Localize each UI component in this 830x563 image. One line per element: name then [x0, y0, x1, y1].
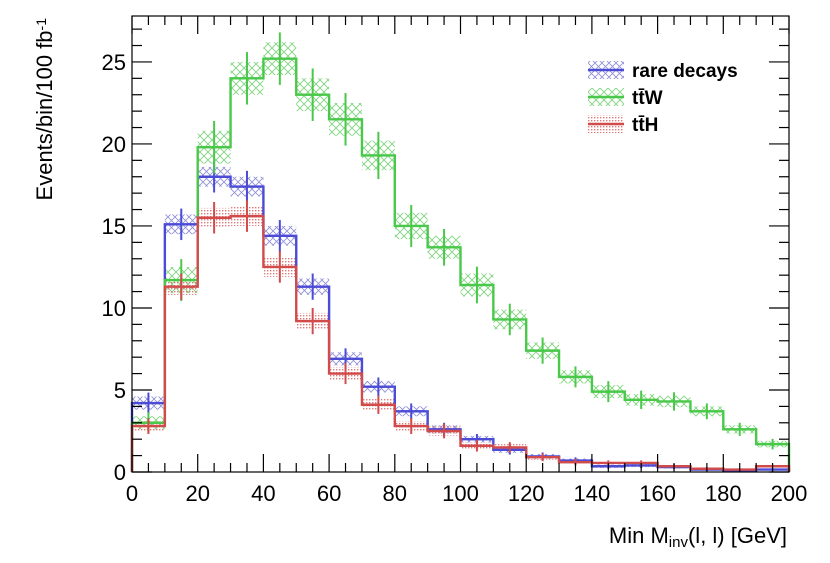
- point-ttH-bin-1: [170, 273, 192, 300]
- point-ttW-bin-6: [335, 93, 356, 146]
- point-ttW-bin-11: [499, 303, 521, 336]
- point-rare decays-bin-4: [269, 220, 291, 252]
- x-tick-label-200: 200: [771, 481, 808, 506]
- point-ttW-bin-2: [203, 120, 225, 174]
- x-tick-label-100: 100: [442, 481, 479, 506]
- axis-ticks: [131, 16, 790, 473]
- point-ttH-bin-12: [532, 453, 554, 462]
- legend-label-ttW: tt̄W: [632, 88, 663, 109]
- legend: rare decays tt̄W tt̄H: [588, 61, 738, 136]
- y-tick-label-0: 0: [114, 460, 126, 485]
- point-ttH-bin-10: [466, 439, 488, 452]
- x-axis-title: Min Minv(l, l) [GeV]: [609, 523, 787, 551]
- point-ttH-bin-0: [138, 418, 159, 434]
- legend-label-ttH: tt̄H: [632, 115, 658, 136]
- point-ttW-bin-16: [663, 392, 685, 411]
- point-ttW-bin-12: [532, 337, 554, 364]
- point-ttH-bin-5: [302, 307, 324, 335]
- point-ttW-bin-19: [762, 438, 783, 450]
- point-ttW-bin-3: [236, 52, 258, 105]
- x-tick-label-60: 60: [317, 481, 341, 506]
- x-axis-title-suffix: (l, l) [GeV]: [688, 523, 787, 548]
- y-axis-title: Events/bin/100 fb-1: [32, 18, 57, 201]
- y-tick-label-20: 20: [102, 132, 126, 157]
- point-ttW-bin-14: [597, 381, 619, 403]
- x-tick-label-120: 120: [508, 481, 545, 506]
- point-ttW-bin-4: [269, 32, 291, 85]
- x-tick-label-160: 160: [639, 481, 676, 506]
- point-ttH-bin-3: [236, 200, 258, 232]
- x-tick-label-180: 180: [705, 481, 742, 506]
- y-tick-label-25: 25: [102, 50, 126, 75]
- point-ttW-bin-13: [565, 366, 586, 388]
- point-rare decays-bin-3: [236, 170, 258, 203]
- y-tick-label-15: 15: [102, 214, 126, 239]
- y-tick-labels: 0 5 10 15 20 25: [102, 50, 126, 485]
- legend-entry-ttW: tt̄W: [588, 88, 663, 109]
- point-rare decays-bin-0: [138, 392, 159, 414]
- point-rare decays-bin-5: [302, 273, 324, 300]
- point-rare decays-bin-1: [170, 208, 192, 241]
- legend-entry-rare decays: rare decays: [588, 61, 738, 82]
- point-ttH-bin-9: [433, 423, 455, 439]
- y-tick-label-5: 5: [114, 378, 126, 403]
- point-ttW-bin-15: [630, 390, 652, 410]
- point-ttH-bin-2: [203, 202, 225, 234]
- point-ttW-bin-10: [466, 266, 488, 304]
- point-ttH-bin-7: [367, 395, 389, 414]
- x-tick-label-80: 80: [383, 481, 407, 506]
- y-tick-label-10: 10: [102, 296, 126, 321]
- legend-label-rare decays: rare decays: [632, 61, 738, 82]
- point-ttW-bin-8: [400, 204, 422, 247]
- legend-entry-ttH: tt̄H: [588, 115, 658, 136]
- point-ttH-bin-4: [269, 251, 291, 283]
- point-ttH-bin-6: [335, 363, 356, 385]
- point-ttH-bin-11: [499, 442, 521, 453]
- x-tick-label-20: 20: [185, 481, 209, 506]
- series-line-ttW: [130, 57, 791, 472]
- point-rare decays-bin-8: [400, 403, 422, 420]
- y-axis-title-superscript: -1: [33, 18, 49, 31]
- x-axis-title-prefix: Min M: [609, 523, 669, 548]
- x-tick-label-140: 140: [574, 481, 611, 506]
- point-ttW-bin-5: [302, 68, 324, 121]
- point-ttH-bin-8: [400, 418, 422, 434]
- x-tick-label-40: 40: [251, 481, 275, 506]
- point-ttW-bin-17: [696, 403, 718, 420]
- y-axis-title-main: Events/bin/100 fb: [32, 30, 57, 200]
- x-tick-labels: 0 20 40 60 80 100 120 140 160 180 200: [126, 481, 807, 506]
- point-rare decays-bin-7: [367, 377, 389, 396]
- x-tick-label-0: 0: [126, 481, 138, 506]
- point-ttW-bin-9: [433, 228, 455, 266]
- point-ttW-bin-18: [729, 422, 751, 436]
- x-axis-title-subscript: inv: [669, 534, 689, 551]
- point-ttW-bin-7: [367, 131, 389, 180]
- histogram-series: [130, 32, 791, 472]
